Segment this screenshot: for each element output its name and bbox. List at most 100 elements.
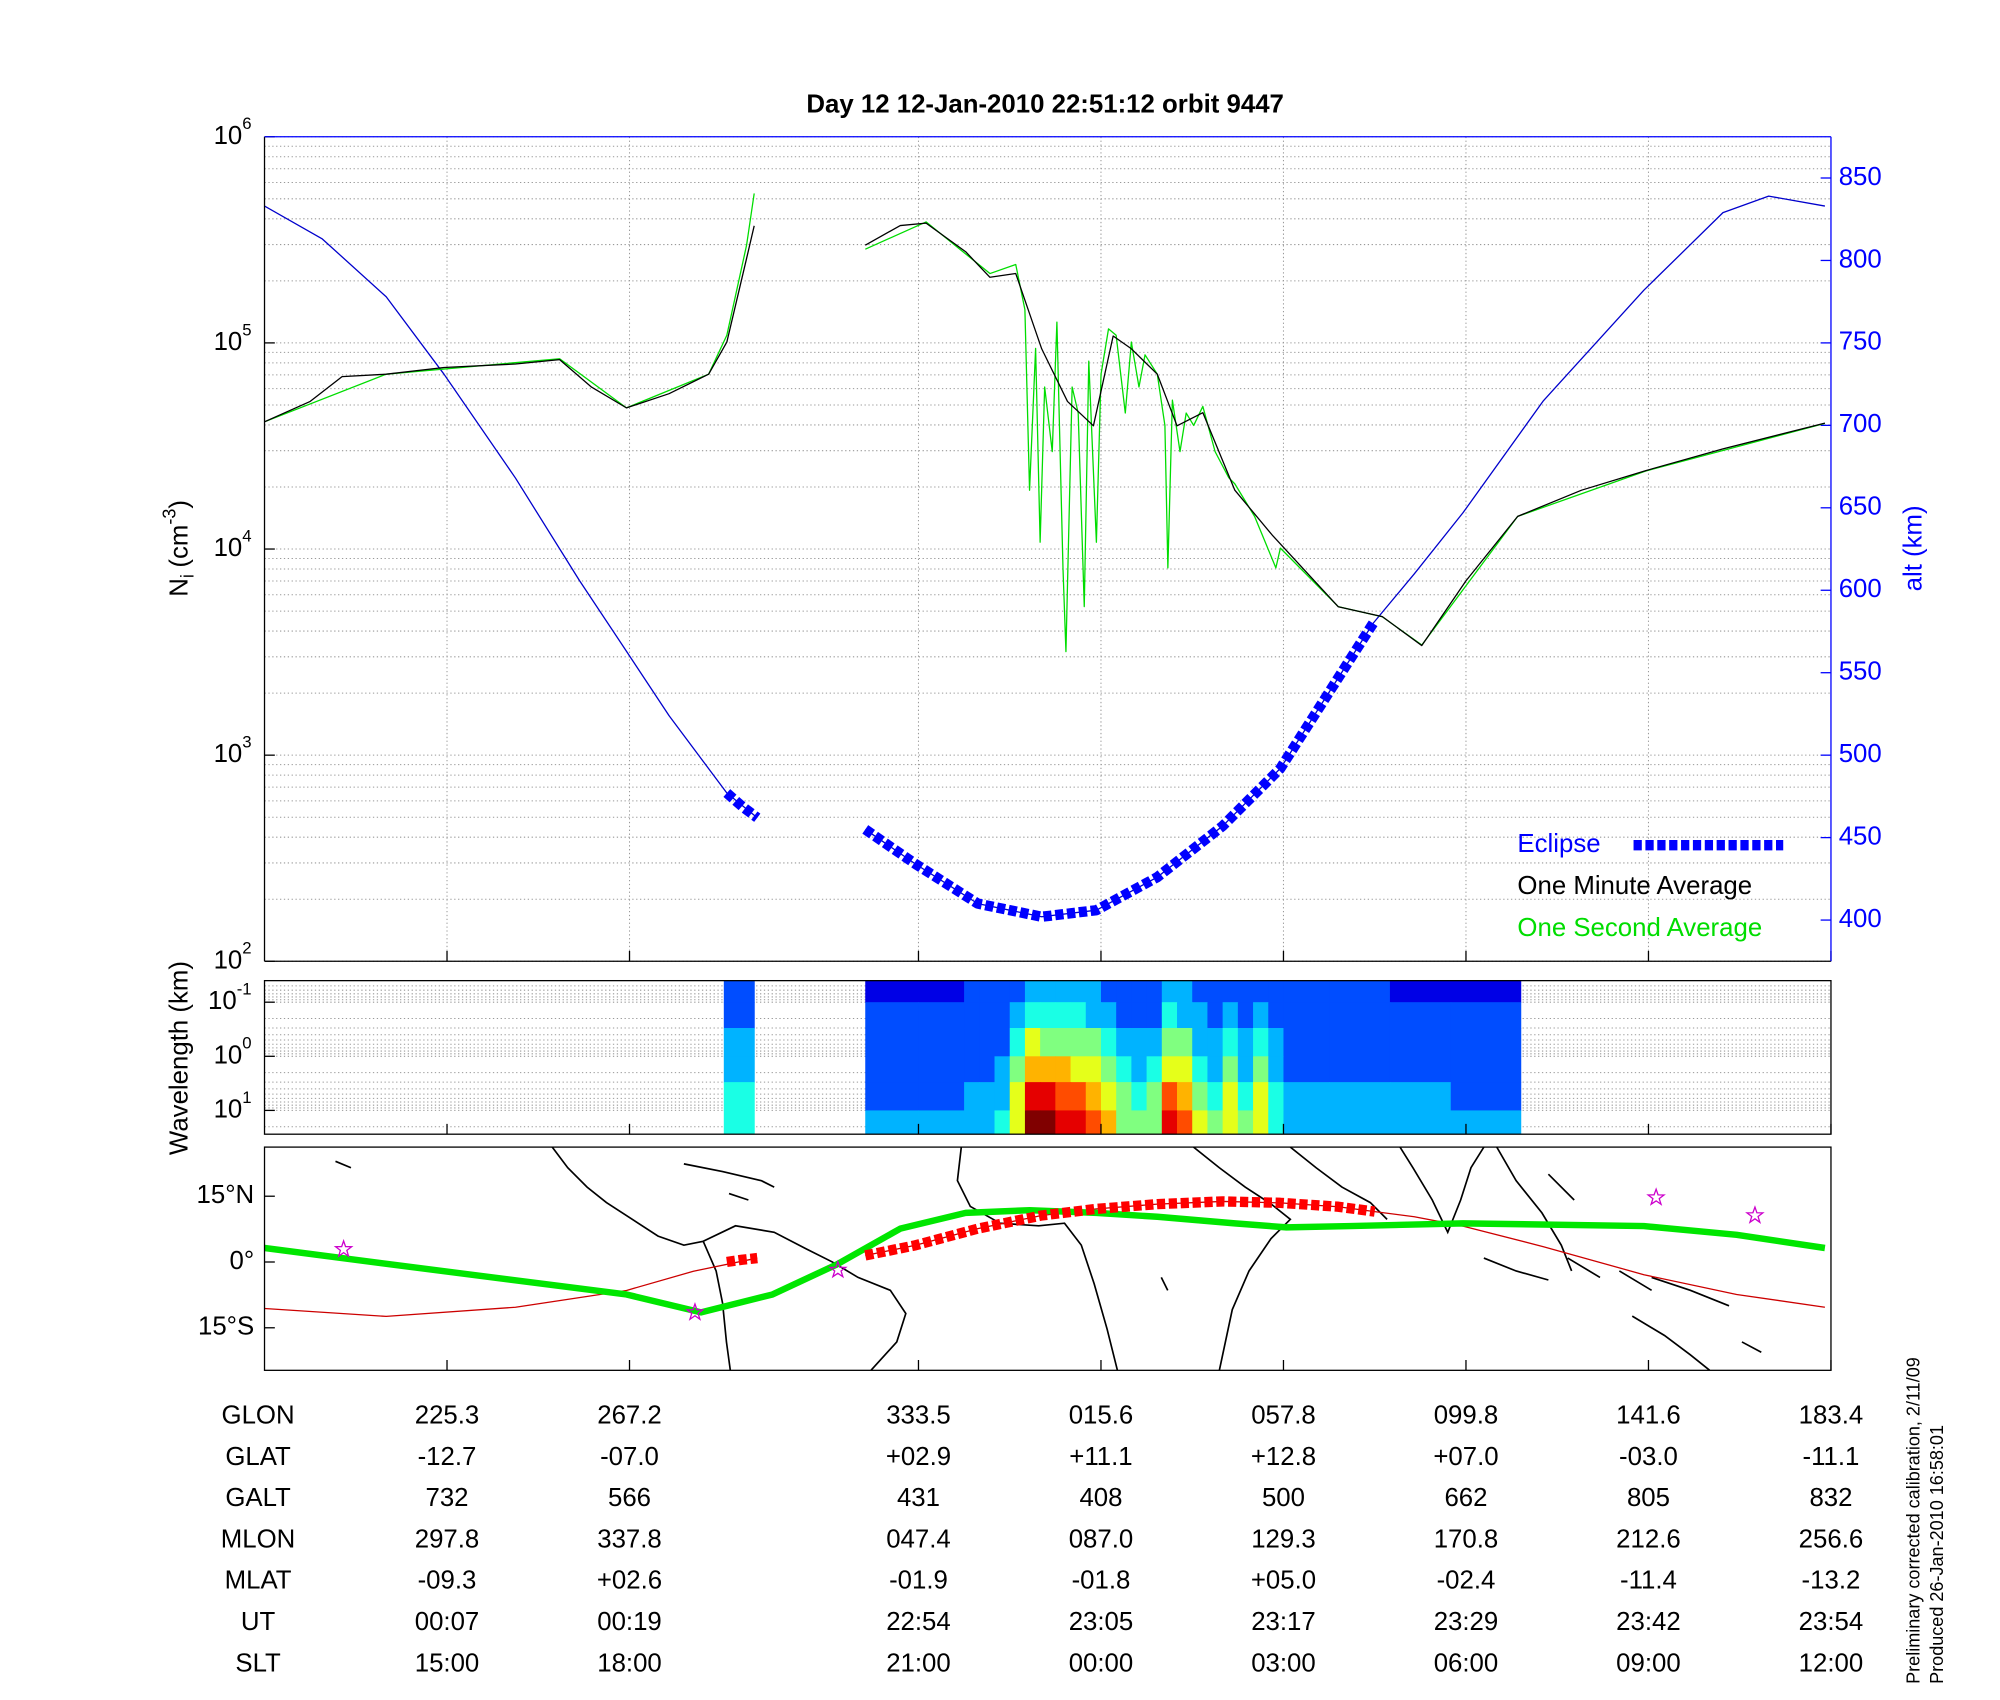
row-label: GALT xyxy=(225,1484,291,1512)
heatmap-cell xyxy=(1161,1082,1178,1111)
heatmap-cell xyxy=(1329,1002,1391,1029)
table-cell: -09.3 xyxy=(418,1567,477,1595)
heatmap-cell xyxy=(1100,1002,1117,1029)
line xyxy=(264,193,1826,653)
heatmap-cell xyxy=(1177,1110,1193,1135)
tick-base: 10 xyxy=(214,946,243,974)
heatmap-cell xyxy=(979,1110,996,1135)
y-axis-label: Wavelength (km) xyxy=(165,961,193,1155)
heatmap-cell xyxy=(1253,1028,1269,1057)
heatmap-cell xyxy=(979,1082,996,1111)
table-cell: 23:05 xyxy=(1069,1608,1134,1636)
heatmap-cell xyxy=(1116,1002,1132,1029)
table-cell: -03.0 xyxy=(1619,1443,1678,1471)
heatmap-cell xyxy=(1040,1056,1056,1083)
heatmap-cell xyxy=(1040,980,1056,1003)
heatmap-cell xyxy=(979,980,996,1003)
star-marker xyxy=(333,1238,354,1258)
heatmap-cell xyxy=(1085,1082,1102,1111)
y-tick-label: 15°N xyxy=(197,1181,255,1209)
table-cell: +05.0 xyxy=(1251,1567,1316,1595)
heatmap-cell xyxy=(1192,1082,1208,1111)
heatmap-cell xyxy=(1085,1110,1102,1135)
heatmap-cell xyxy=(1100,980,1117,1003)
heatmap-cell xyxy=(1085,1028,1102,1057)
heatmap-cell xyxy=(1070,1028,1087,1057)
label-part: (cm xyxy=(165,525,193,568)
heatmap-cell xyxy=(1177,1002,1193,1029)
heatmap-cell xyxy=(1192,1110,1208,1135)
heatmap-cell xyxy=(964,1028,980,1057)
plot-frame xyxy=(263,1146,1832,1371)
coastlines xyxy=(335,1147,1762,1371)
table-cell: 06:00 xyxy=(1434,1649,1499,1677)
heatmap-cell xyxy=(1450,1110,1522,1135)
y-tick-label: 100 xyxy=(214,1034,252,1069)
heatmap-cell xyxy=(1450,1082,1522,1111)
heatmap-cell xyxy=(1146,1082,1163,1111)
row-label: GLON xyxy=(222,1402,295,1430)
star-marker xyxy=(1646,1187,1666,1206)
label-sub: i xyxy=(177,574,197,578)
coast xyxy=(551,1147,732,1371)
heatmap-cell xyxy=(1389,980,1452,1003)
tick-exponent: 2 xyxy=(242,939,251,958)
y-tick-label: 106 xyxy=(214,115,252,150)
heatmap-cell xyxy=(1222,1110,1239,1135)
y-tick-label: 600 xyxy=(1839,575,1882,603)
heatmap-cell xyxy=(1237,1082,1254,1111)
heatmap-cell xyxy=(1283,1002,1330,1029)
heatmap-cell xyxy=(994,980,1011,1003)
heatmap xyxy=(723,980,1522,1135)
heatmap-cell xyxy=(723,1082,755,1111)
heatmap-cell xyxy=(1055,980,1072,1003)
heatmap-cell xyxy=(1222,1028,1239,1057)
heatmap-cell xyxy=(1131,1056,1148,1083)
heatmap-cell xyxy=(1450,1056,1522,1083)
heatmap-cell xyxy=(1177,980,1193,1003)
y-tick-label: 500 xyxy=(1839,740,1882,768)
heatmap-cell xyxy=(1131,1002,1148,1029)
heatmap-cell xyxy=(1146,1110,1163,1135)
y-tick-label: 15°S xyxy=(198,1313,254,1341)
tick-exponent: 1 xyxy=(242,1088,251,1107)
heatmap-cell xyxy=(723,1028,755,1057)
coast xyxy=(956,1147,1119,1371)
heatmap-cell xyxy=(1177,1028,1193,1057)
heatmap-cell xyxy=(1040,1002,1056,1029)
y-tick-label: 105 xyxy=(214,321,252,356)
heatmap-cell xyxy=(1146,980,1163,1003)
heatmap-cell xyxy=(865,1082,919,1111)
heatmap-cell xyxy=(918,1110,965,1135)
heatmap-cell xyxy=(1192,980,1208,1003)
heatmap-cell xyxy=(1024,1028,1041,1057)
heatmap-cell xyxy=(1070,980,1087,1003)
heatmap-cell xyxy=(1283,1028,1330,1057)
tick-base: 10 xyxy=(214,122,243,150)
series-layer xyxy=(264,193,1826,922)
heatmap-cell xyxy=(1009,980,1026,1003)
heatmap-cell xyxy=(1161,1028,1178,1057)
tick-base: 10 xyxy=(214,1041,243,1069)
heatmap-cell xyxy=(918,1056,965,1083)
line xyxy=(723,620,1378,922)
table-cell: 22:54 xyxy=(886,1608,951,1636)
heatmap-cell xyxy=(1100,1028,1117,1057)
tick-exponent: 3 xyxy=(242,733,251,752)
heatmap-cell xyxy=(1070,1056,1087,1083)
heatmap-cell xyxy=(1009,1056,1026,1083)
line xyxy=(264,222,1826,647)
table-cell: 087.0 xyxy=(1069,1525,1134,1553)
table-cell: 183.4 xyxy=(1799,1402,1864,1430)
heatmap-cell xyxy=(1192,1002,1208,1029)
heatmap-cell xyxy=(1024,1056,1041,1083)
heatmap-cell xyxy=(1161,980,1178,1003)
heatmap-cell xyxy=(723,1056,755,1083)
table-cell: 805 xyxy=(1627,1484,1670,1512)
row-label: UT xyxy=(241,1608,276,1636)
table-cell: +02.9 xyxy=(886,1443,951,1471)
heatmap-cell xyxy=(1207,1002,1224,1029)
heatmap-cell xyxy=(1207,1082,1224,1111)
heatmap-cell xyxy=(1207,980,1224,1003)
star-marker xyxy=(1745,1205,1765,1224)
